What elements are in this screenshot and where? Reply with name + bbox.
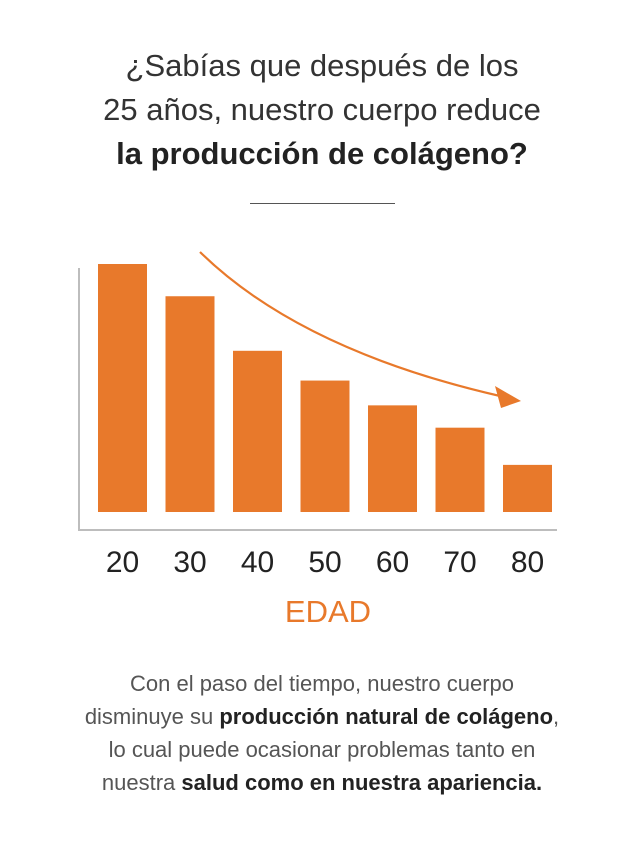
chart-bars bbox=[98, 264, 552, 512]
description-highlight-1: producción natural de colágeno bbox=[219, 704, 554, 729]
x-tick-label-30: 30 bbox=[173, 546, 206, 579]
headline-line-3: la producción de colágeno? bbox=[116, 136, 528, 171]
description-line-1: Con el paso del tiempo, nuestro cuerpo bbox=[129, 671, 514, 696]
description-line-3: lo cual puede ocasionar problemas tanto … bbox=[108, 737, 536, 762]
chart-axes bbox=[78, 268, 557, 531]
headline: ¿Sabías que después de los 25 años, nues… bbox=[0, 44, 644, 176]
x-tick-label-80: 80 bbox=[511, 546, 544, 579]
description-highlight-2: salud como en nuestra apariencia. bbox=[181, 770, 543, 795]
trend-arrow bbox=[199, 251, 521, 408]
description: Con el paso del tiempo, nuestro cuerpo d… bbox=[0, 667, 644, 799]
bar-70 bbox=[435, 427, 485, 512]
headline-line-2: 25 años, nuestro cuerpo reduce bbox=[103, 92, 541, 127]
bar-60 bbox=[368, 405, 417, 512]
x-tick-label-60: 60 bbox=[376, 546, 409, 579]
x-tick-label-50: 50 bbox=[308, 546, 341, 579]
x-tick-labels: 20 30 40 50 60 70 80 bbox=[106, 546, 544, 579]
bar-30 bbox=[165, 296, 215, 512]
description-line-4a: nuestra bbox=[101, 770, 182, 795]
trend-arrowhead bbox=[495, 386, 521, 408]
bar-50 bbox=[300, 380, 350, 512]
description-line-2a: disminuye su bbox=[84, 704, 220, 729]
x-axis-label: EDAD bbox=[285, 594, 371, 629]
x-tick-label-20: 20 bbox=[106, 546, 139, 579]
trend-curve bbox=[199, 251, 501, 398]
bar-80 bbox=[503, 464, 552, 512]
bar-20 bbox=[98, 264, 147, 512]
x-tick-label-40: 40 bbox=[241, 546, 274, 579]
divider bbox=[250, 203, 395, 204]
headline-line-1: ¿Sabías que después de los bbox=[125, 48, 519, 83]
collagen-bar-chart: 20 30 40 50 60 70 80 EDAD bbox=[78, 251, 557, 629]
bar-40 bbox=[233, 350, 282, 512]
description-line-2c: , bbox=[553, 704, 560, 729]
x-tick-label-70: 70 bbox=[443, 546, 476, 579]
